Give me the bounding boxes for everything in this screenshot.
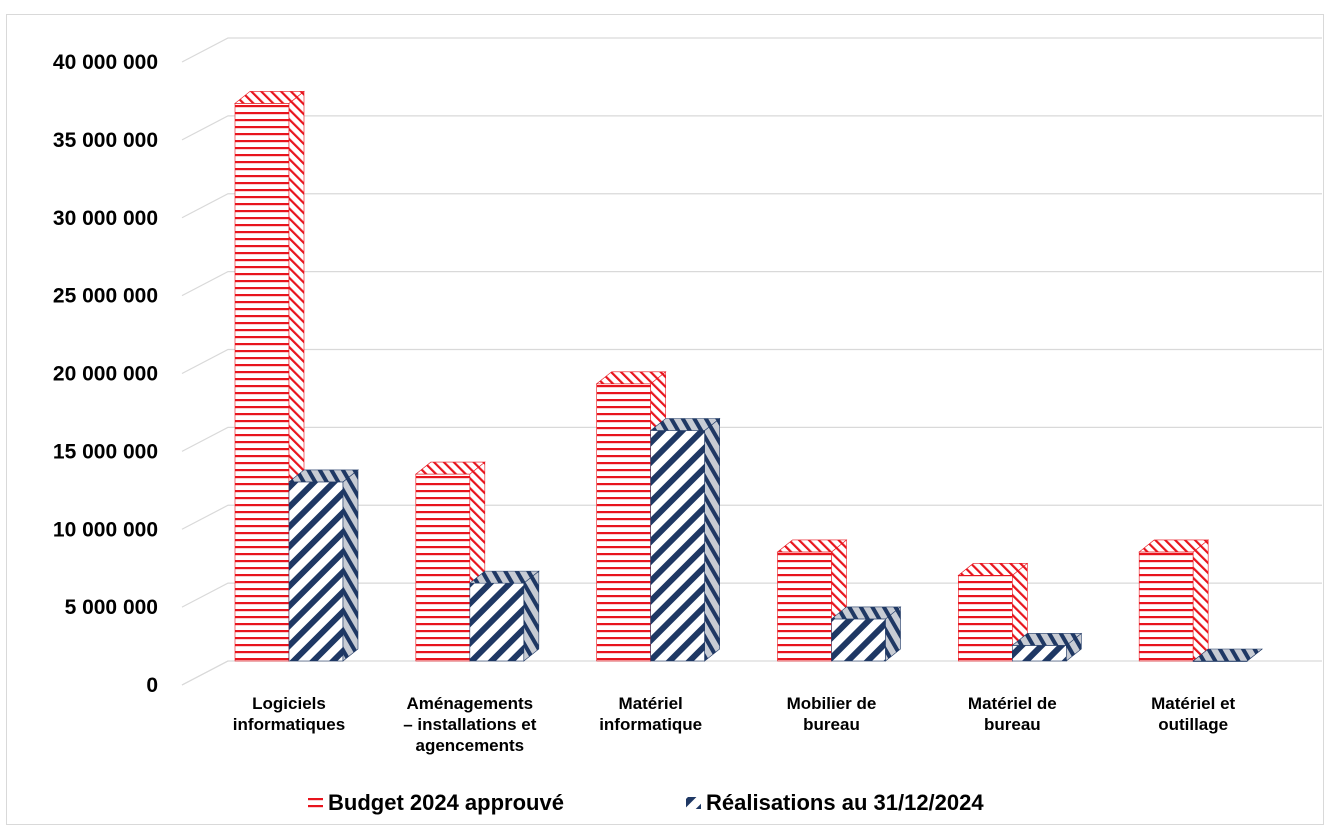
bars xyxy=(234,90,1264,662)
category-label: Mobilier de bureau xyxy=(787,694,877,734)
gridline xyxy=(181,348,1322,375)
bar-budget-top xyxy=(1138,539,1210,553)
bar-budget-top xyxy=(595,371,667,385)
legend-realisations-label: Réalisations au 31/12/2024 xyxy=(706,790,984,815)
category-label: Matériel et outillage xyxy=(1151,694,1235,734)
gridline xyxy=(181,660,1322,686)
gridline xyxy=(181,193,1322,219)
floor-edge xyxy=(181,660,229,686)
bar-realisations-top xyxy=(1011,633,1083,646)
bar-budget xyxy=(957,562,1029,662)
y-tick-label: 0 xyxy=(146,674,158,697)
bar-budget-top xyxy=(414,461,486,475)
gridline xyxy=(181,37,1322,63)
category-label: Aménagements – installations et agencement… xyxy=(403,694,537,755)
gridline xyxy=(181,271,1322,297)
bar-budget-front xyxy=(777,551,832,662)
bar-budget-top xyxy=(234,91,305,104)
legend-budget: Budget 2024 approuvé xyxy=(308,790,564,815)
gridline xyxy=(181,582,1322,608)
y-tick-label: 40 000 000 xyxy=(53,51,158,74)
bar-realisations-top xyxy=(830,606,902,620)
bar-budget-front xyxy=(234,103,290,662)
bar-budget-top xyxy=(957,563,1029,576)
legend: Budget 2024 approuvé Réalisations au 31/1… xyxy=(308,790,984,815)
gridline xyxy=(181,115,1322,141)
y-tick-label: 10 000 000 xyxy=(53,518,158,541)
bar-realisations xyxy=(1011,632,1083,662)
y-axis-ticks: 0 5 000 000 10 000 000 15 000 000 20 000 000… xyxy=(53,51,158,697)
bar-realisations xyxy=(1192,648,1264,662)
legend-budget-swatch xyxy=(308,797,323,809)
bar-realisations xyxy=(288,469,359,662)
gridline xyxy=(181,504,1322,530)
bar-realisations-front xyxy=(469,582,525,662)
y-tick-label: 25 000 000 xyxy=(53,285,158,308)
category-labels: Logiciels informatiques Aménagements – inst… xyxy=(233,694,1236,755)
bar-realisations-front xyxy=(831,618,886,662)
y-tick-label: 20 000 000 xyxy=(53,363,158,386)
gridlines xyxy=(181,37,1322,686)
bar-realisations-top xyxy=(468,570,540,584)
bar-realisations-top xyxy=(288,469,359,483)
bar-budget xyxy=(776,539,848,662)
bar-realisations-top xyxy=(649,418,721,431)
bar-realisations-front xyxy=(1012,645,1067,662)
bar-realisations xyxy=(468,570,540,662)
bar-realisations xyxy=(830,606,902,662)
bar-realisations-top xyxy=(1192,648,1264,662)
bar-budget-front xyxy=(415,473,471,662)
bar-budget-front xyxy=(958,575,1013,662)
bar-budget-side xyxy=(1192,539,1209,662)
bar-budget xyxy=(1138,539,1210,662)
bar-realisations-front xyxy=(288,481,344,662)
legend-realisations-swatch xyxy=(686,797,701,809)
y-tick-label: 30 000 000 xyxy=(53,207,158,230)
category-label: Matériel de bureau xyxy=(968,694,1057,734)
bar-budget-front xyxy=(1138,551,1194,662)
legend-budget-label: Budget 2024 approuvé xyxy=(328,790,564,815)
bar-realisations-side xyxy=(704,417,720,662)
bar-realisations xyxy=(649,417,721,662)
legend-realisations: Réalisations au 31/12/2024 xyxy=(686,790,984,815)
bar-realisations-side xyxy=(342,469,359,662)
category-label: Matériel informatique xyxy=(599,694,702,734)
y-tick-label: 35 000 000 xyxy=(53,129,158,152)
bar-budget-top xyxy=(776,539,848,553)
gridline xyxy=(181,426,1322,452)
y-tick-label: 5 000 000 xyxy=(65,596,158,619)
bar-budget-front xyxy=(596,383,651,662)
category-label: Logiciels informatiques xyxy=(233,694,345,734)
bar-realisations-front xyxy=(650,430,705,662)
y-tick-label: 15 000 000 xyxy=(53,440,158,463)
bar-realisations-side xyxy=(523,570,540,662)
